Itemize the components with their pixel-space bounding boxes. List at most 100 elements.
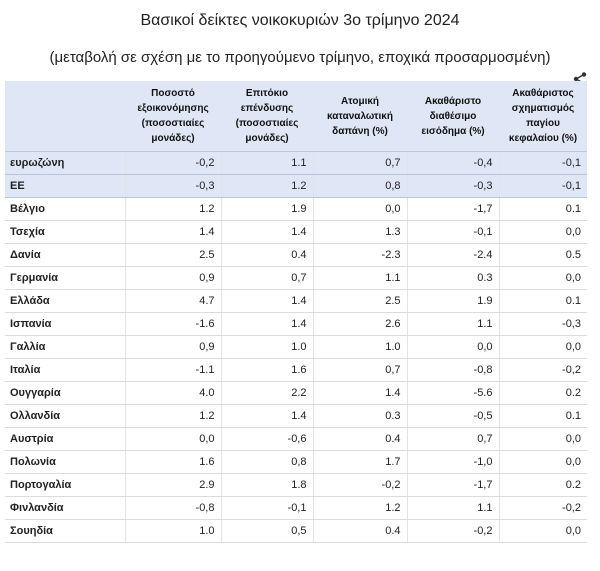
table-cell: -2.4 — [406, 243, 499, 267]
country-name: Ουγγαρία — [5, 381, 125, 405]
table-row: Γερμανία 0,9 0,7 1.1 0.3 0,0 — [5, 266, 587, 290]
country-name: Γερμανία — [5, 266, 125, 290]
table-cell: 2.5 — [124, 243, 221, 267]
table-cell: -0,2 — [406, 519, 499, 543]
table-row: Ολλανδία 1.2 1.4 0.3 -0,5 0.1 — [5, 404, 587, 428]
table-cell: 1.9 — [220, 197, 313, 221]
country-name: Ολλανδία — [5, 404, 125, 428]
page-title: Βασικοί δείκτες νοικοκυριών 3ο τρίμηνο 2… — [140, 12, 460, 29]
country-name: Αυστρία — [5, 427, 125, 451]
table-row: ΕΕ -0,3 1.2 0,8 -0,3 -0,1 — [5, 174, 587, 198]
table-cell: -1,7 — [406, 197, 499, 221]
table-cell: 0.3 — [312, 404, 407, 428]
table-cell: -5.6 — [406, 381, 499, 405]
table-cell: -0,2 — [124, 151, 221, 175]
table-row: Δανία 2.5 0.4 -2.3 -2.4 0.5 — [5, 243, 587, 267]
table-row: Ουγγαρία 4.0 2.2 1.4 -5.6 0.2 — [5, 381, 587, 405]
table-cell: -0,1 — [406, 220, 499, 244]
header-consumption: Ατομική καταναλωτική δαπάνη (%) — [313, 81, 407, 152]
header-saving-rate: Ποσοστό εξοικονόμησης (ποσοστιαίες μονάδ… — [125, 81, 221, 152]
table-cell: 1.4 — [312, 381, 407, 405]
table-cell: 0,0 — [124, 427, 221, 451]
table-row: Γαλλία 0,9 1.0 1.0 0,0 0,0 — [5, 335, 587, 359]
table-cell: 0,0 — [498, 335, 587, 359]
country-name: Φινλανδία — [5, 496, 125, 520]
indicators-table: Ποσοστό εξοικονόμησης (ποσοστιαίες μονάδ… — [5, 81, 587, 543]
table-cell: -0,3 — [124, 174, 221, 198]
table-cell: -1.6 — [124, 312, 221, 336]
table-row: Ιταλία -1.1 1.6 0,7 -0,8 -0,2 — [5, 358, 587, 382]
table-row: Πορτογαλία 2.9 1.8 -0,2 -1,7 0.2 — [5, 473, 587, 497]
table-cell: 0,7 — [312, 151, 407, 175]
table-cell: 0,5 — [220, 519, 313, 543]
table-cell: 0,0 — [406, 335, 499, 359]
table-cell: 1.9 — [406, 289, 499, 313]
table-cell: 2.6 — [312, 312, 407, 336]
table-cell: 1.4 — [220, 289, 313, 313]
table-cell: 0.1 — [498, 404, 587, 428]
table-cell: 1.2 — [312, 496, 407, 520]
table-cell: -0,8 — [406, 358, 499, 382]
country-name: Ισπανία — [5, 312, 125, 336]
table-cell: 1.8 — [220, 473, 313, 497]
table-cell: 1.2 — [220, 174, 313, 198]
table-cell: -0,6 — [220, 427, 313, 451]
table-cell: 0,0 — [498, 450, 587, 474]
table-cell: 0.4 — [312, 427, 407, 451]
table-cell: -0,3 — [406, 174, 499, 198]
table-cell: 1.2 — [124, 404, 221, 428]
table-cell: 0,0 — [312, 197, 407, 221]
table-cell: 1.4 — [220, 220, 313, 244]
country-name: Σουηδία — [5, 519, 125, 543]
table-cell: -0,4 — [406, 151, 499, 175]
table-cell: 0,7 — [406, 427, 499, 451]
header-disposable-income: Ακαθάριστο διαθέσιμο εισόδημα (%) — [407, 81, 499, 152]
table-cell: -1.1 — [124, 358, 221, 382]
country-name: ΕΕ — [5, 174, 125, 198]
table-cell: 0.4 — [312, 519, 407, 543]
table-cell: -0,2 — [498, 496, 587, 520]
table-row: Τσεχία 1.4 1.4 1.3 -0,1 0,0 — [5, 220, 587, 244]
table-cell: 0,0 — [498, 220, 587, 244]
table-cell: 0.5 — [498, 243, 587, 267]
table-cell: 1.0 — [124, 519, 221, 543]
table-cell: -1,0 — [406, 450, 499, 474]
country-name: ευρωζώνη — [5, 151, 125, 175]
table-row: Βέλγιο 1.2 1.9 0,0 -1,7 0.1 — [5, 197, 587, 221]
table-row: ευρωζώνη -0,2 1.1 0,7 -0,4 -0,1 — [5, 151, 587, 175]
table-cell: 0.2 — [498, 381, 587, 405]
table-cell: 1.6 — [220, 358, 313, 382]
table-cell: 1.1 — [312, 266, 407, 290]
table-row: Πολωνία 1.6 0,8 1.7 -1,0 0,0 — [5, 450, 587, 474]
table-cell: 0,8 — [312, 174, 407, 198]
country-name: Τσεχία — [5, 220, 125, 244]
table-cell: 4.0 — [124, 381, 221, 405]
country-name: Ελλάδα — [5, 289, 125, 313]
table-row: Αυστρία 0,0 -0,6 0.4 0,7 0,0 — [5, 427, 587, 451]
table-cell: -0,2 — [498, 358, 587, 382]
header-investment-rate: Επιτόκιο επένδυσης (ποσοστιαίες μονάδες) — [221, 81, 313, 152]
table-cell: 1.7 — [312, 450, 407, 474]
table-cell: 0,0 — [498, 519, 587, 543]
country-name: Πορτογαλία — [5, 473, 125, 497]
table-cell: 1.4 — [220, 312, 313, 336]
table-cell: -0,2 — [312, 473, 407, 497]
table-cell: 1.1 — [406, 496, 499, 520]
header-country — [5, 81, 125, 152]
table-cell: 1.2 — [124, 197, 221, 221]
table-cell: 0,7 — [220, 266, 313, 290]
country-name: Δανία — [5, 243, 125, 267]
country-name: Ιταλία — [5, 358, 125, 382]
table-cell: 1.4 — [220, 404, 313, 428]
table-cell: 0,0 — [498, 427, 587, 451]
country-name: Πολωνία — [5, 450, 125, 474]
table-row: Φινλανδία -0,8 -0,1 1.2 1.1 -0,2 — [5, 496, 587, 520]
table-cell: -0,1 — [498, 151, 587, 175]
table-cell: -0,1 — [220, 496, 313, 520]
page-subtitle: (μεταβολή σε σχέση με το προηγούμενο τρί… — [49, 49, 551, 66]
header-fixed-capital: Ακαθάριστος σχηματισμός παγίου κεφαλαίου… — [499, 81, 587, 152]
table-cell: 2.5 — [312, 289, 407, 313]
table-cell: 0,7 — [312, 358, 407, 382]
table-cell: -0,5 — [406, 404, 499, 428]
table-cell: 2.9 — [124, 473, 221, 497]
